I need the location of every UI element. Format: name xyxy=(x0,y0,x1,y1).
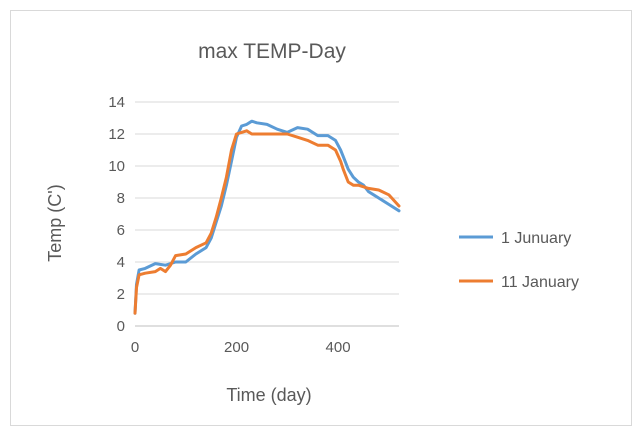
line-chart: max TEMP-Day 0 2 4 6 8 10 12 14 0 200 400 Time (da… xyxy=(45,40,579,405)
y-tick-label: 8 xyxy=(117,190,125,207)
axes: 0 2 4 6 8 10 12 14 0 200 400 xyxy=(108,94,399,356)
gridlines xyxy=(135,101,399,295)
x-tick-label: 0 xyxy=(131,339,139,356)
x-axis-title: Time (day) xyxy=(226,385,311,405)
chart-title: max TEMP-Day xyxy=(198,40,346,63)
y-tick-label: 4 xyxy=(117,254,125,271)
x-tick-label: 200 xyxy=(224,339,249,356)
legend-label-1: 1 Junuary xyxy=(501,230,571,247)
y-tick-label: 6 xyxy=(117,222,125,239)
y-tick-label: 10 xyxy=(108,158,125,175)
series-lines xyxy=(133,119,401,315)
series-line-2 xyxy=(133,129,401,315)
y-tick-label: 14 xyxy=(108,94,125,111)
legend: 1 Junuary 11 January xyxy=(459,230,579,291)
series-line-1 xyxy=(133,119,401,315)
legend-label-2: 11 January xyxy=(501,274,579,291)
y-tick-label: 2 xyxy=(117,286,125,303)
chart-frame: max TEMP-Day 0 2 4 6 8 10 12 14 0 200 400 Time (da… xyxy=(10,10,632,426)
x-tick-label: 400 xyxy=(326,339,351,356)
y-tick-label: 0 xyxy=(117,318,125,335)
y-tick-label: 12 xyxy=(108,126,125,143)
y-axis-title: Temp (C') xyxy=(45,184,65,261)
